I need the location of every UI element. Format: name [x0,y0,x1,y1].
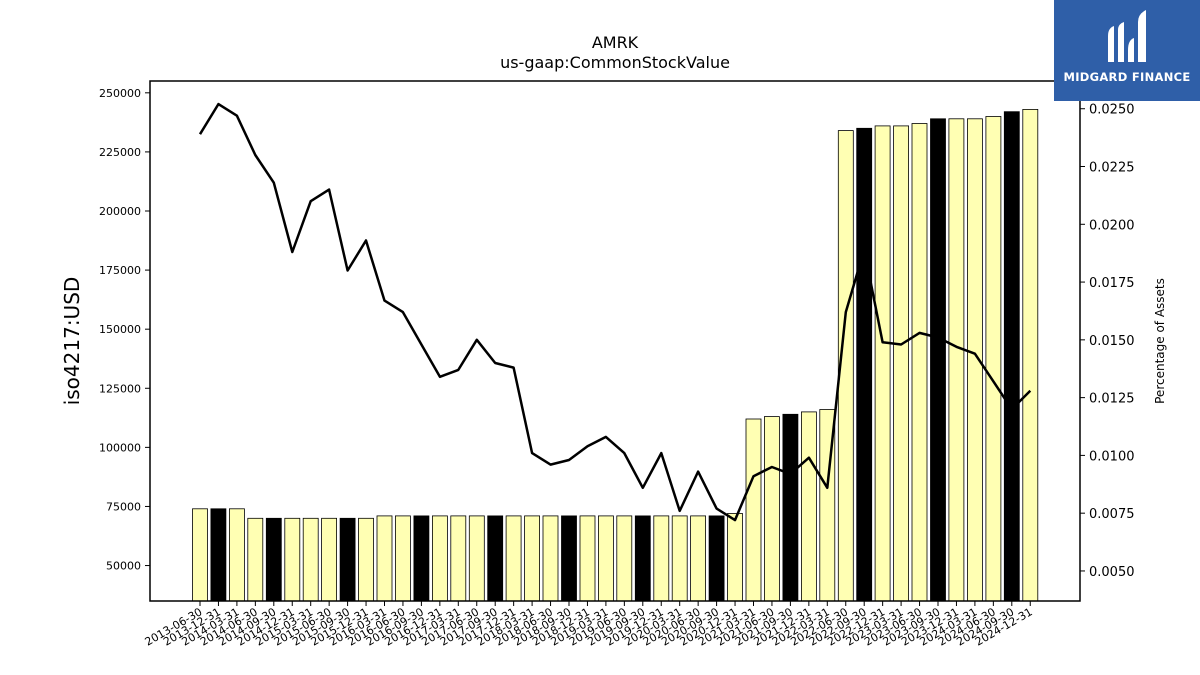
y-axis-right: 0.0050 0.0075 0.0100 0.0125 0.0150 0.0175 0.02… [1080,103,1135,580]
y-tick-label: 75000 [106,500,141,513]
bar-2016-09-30 [413,515,430,602]
bar-2023-12-31 [948,118,965,602]
bar-2018-09-30 [561,515,577,602]
bar-2019-06-30 [616,515,633,602]
y2-tick-label: 0.0100 [1089,449,1135,464]
y-axis-left: 50000 75000 100000 125000 150000 175000 200000… [99,87,150,573]
bar-2020-03-31 [671,515,688,602]
bar-2018-03-31 [524,515,540,602]
bar-2013-12-31 [210,508,227,602]
bars [192,109,1039,602]
bar-2015-09-30 [339,517,356,602]
bar-2022-09-30 [856,127,873,602]
y-tick-label: 150000 [99,323,141,336]
y2-tick-label: 0.0150 [1089,334,1135,349]
bar-2018-12-31 [579,515,596,602]
bar-2019-03-31 [598,515,614,602]
bar-2021-03-31 [745,418,762,602]
y2-tick-label: 0.0200 [1089,218,1135,233]
y2-tick-label: 0.0250 [1089,103,1135,118]
bar-2021-06-30 [764,416,780,602]
plot-frame [149,80,1081,602]
y2-tick-label: 0.0125 [1089,392,1135,407]
bar-2014-09-30 [265,517,282,602]
chart-title: AMRK [592,33,639,52]
y-tick-label: 250000 [99,87,141,100]
bar-2024-06-30 [985,116,1002,602]
bar-2014-03-31 [228,508,245,602]
y-tick-label: 125000 [99,382,141,395]
y-tick-label: 50000 [106,560,141,573]
y-tick-label: 100000 [99,441,141,454]
bar-2018-06-30 [542,515,559,602]
y2-tick-label: 0.0075 [1089,507,1135,522]
bar-2015-06-30 [321,517,338,602]
bar-2020-06-30 [690,515,706,602]
bar-2017-09-30 [487,515,504,602]
bar-2024-12-31 [1022,109,1039,602]
bar-2017-06-30 [468,515,485,602]
y2-tick-label: 0.0050 [1089,565,1135,580]
bar-2023-06-30 [911,123,928,602]
bar-2024-09-30 [1003,111,1020,602]
bar-2013-06-30 [192,508,208,602]
x-axis: 2013-06-302013-12-312014-03-312014-06-30… [143,601,1035,649]
bar-2016-12-31 [431,515,448,602]
bar-2023-09-30 [930,118,946,602]
y2-tick-label: 0.0175 [1089,276,1135,291]
midgard-logo-icon [1108,10,1146,62]
bar-2019-09-30 [634,515,651,602]
y-axis-label: iso4217:USD [60,277,84,406]
logo-text: MIDGARD FINANCE [1063,70,1191,84]
bar-2016-06-30 [394,515,411,602]
bar-2017-03-31 [450,515,467,602]
y2-tick-label: 0.0225 [1089,161,1135,176]
percentage-line [198,102,1032,522]
bar-2014-12-31 [284,517,301,602]
bar-2017-12-31 [505,515,522,602]
y-tick-label: 175000 [99,264,141,277]
bar-2023-03-31 [893,125,909,602]
bar-2015-12-31 [358,517,374,602]
bar-2021-09-30 [782,413,799,602]
chart-subtitle: us-gaap:CommonStockValue [500,53,730,72]
bar-2016-03-31 [376,515,393,602]
y-tick-label: 200000 [99,205,141,218]
midgard-finance-logo: MIDGARD FINANCE [1054,0,1200,101]
bar-2014-06-30 [247,517,264,602]
bar-2020-09-30 [708,515,725,602]
bar-2022-12-31 [874,125,891,602]
y2-axis-label: Percentage of Assets [1153,278,1167,404]
bar-2020-12-31 [727,513,743,602]
bar-2021-12-31 [801,411,817,602]
y-tick-label: 225000 [99,146,141,159]
bar-2019-12-31 [653,515,670,602]
bar-2015-03-31 [302,517,319,602]
